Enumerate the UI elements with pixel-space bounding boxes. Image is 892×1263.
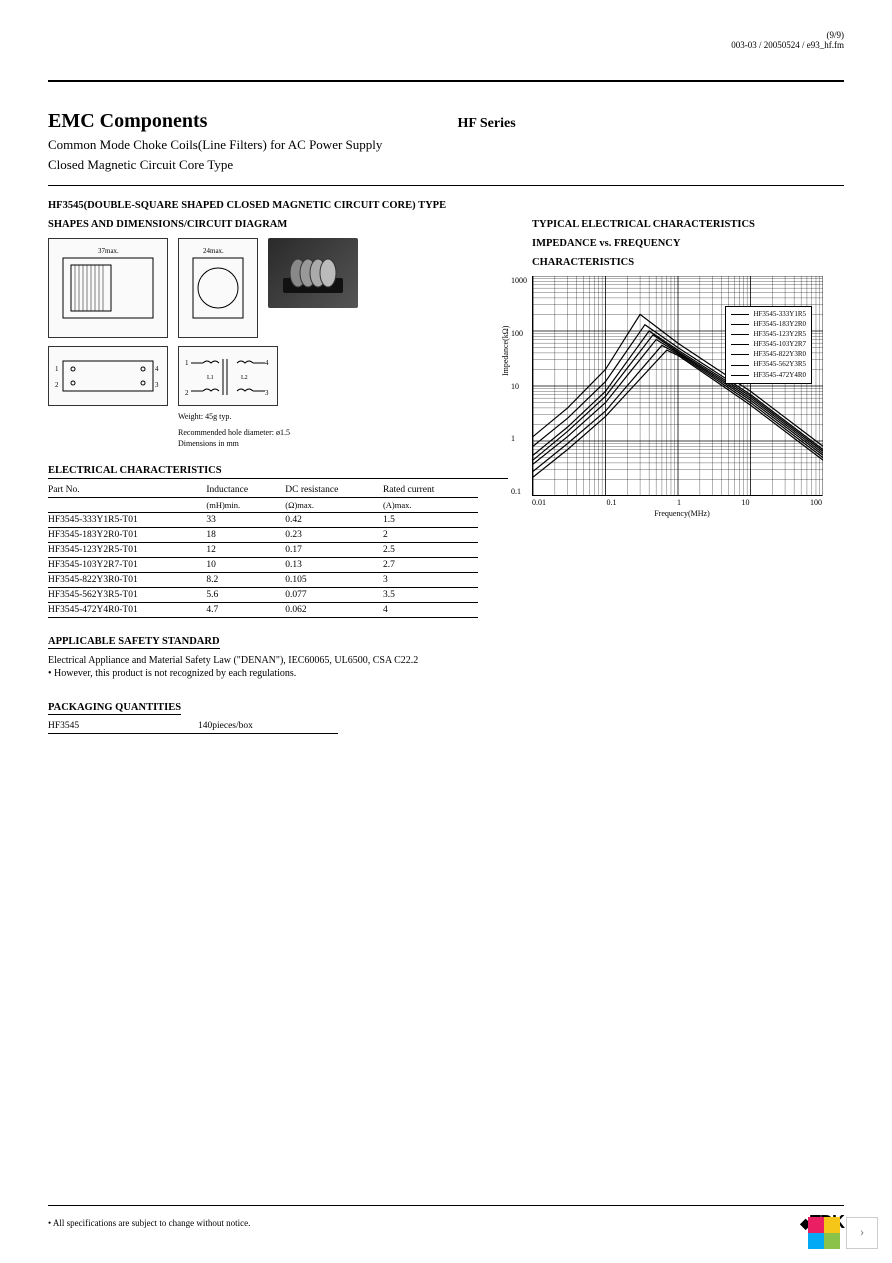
impedance-graph: 10001001010.1 Impedance(kΩ) HF3545-333Y1…	[532, 276, 822, 496]
section-rule	[48, 185, 844, 186]
dimension-notes: Weight: 45g typ. Recommended hole diamet…	[178, 412, 508, 449]
legend-item: HF3545-562Y3R5	[731, 360, 806, 369]
etable-heading: ELECTRICAL CHARACTERISTICS	[48, 465, 508, 479]
legend-item: HF3545-183Y2R0	[731, 320, 806, 329]
nav-home-icon[interactable]	[808, 1217, 840, 1249]
product-photo	[268, 238, 358, 308]
svg-text:L1: L1	[207, 375, 214, 381]
safety-text-2: • However, this product is not recognize…	[48, 668, 508, 679]
graph-heading-1: TYPICAL ELECTRICAL CHARACTERISTICS	[532, 219, 832, 230]
svg-text:4: 4	[155, 365, 159, 373]
legend-item: HF3545-822Y3R0	[731, 350, 806, 359]
svg-text:L2: L2	[241, 375, 248, 381]
svg-text:24max.: 24max.	[203, 247, 224, 255]
packaging-heading: PACKAGING QUANTITIES	[48, 702, 181, 715]
hole-note: Recommended hole diameter: ø1.5	[178, 428, 508, 438]
subtitle-2: Closed Magnetic Circuit Core Type	[48, 157, 844, 173]
doc-id: 003-03 / 20050524 / e93_hf.fm	[731, 40, 844, 50]
legend-item: HF3545-472Y4R0	[731, 371, 806, 380]
dimension-drawing-bottom: 1 2 4 3	[48, 346, 168, 406]
col-subheader: (Ω)max.	[285, 498, 383, 513]
col-header: DC resistance	[285, 483, 383, 498]
weight-note: Weight: 45g typ.	[178, 412, 508, 422]
dim-unit-note: Dimensions in mm	[178, 439, 508, 449]
svg-text:4: 4	[265, 359, 269, 367]
col-header: Part No.	[48, 483, 206, 498]
graph-heading-3: CHARACTERISTICS	[532, 257, 832, 268]
col-subheader	[48, 498, 206, 513]
footer: • All specifications are subject to chan…	[48, 1205, 844, 1233]
dimension-drawing-side: 24max.	[178, 238, 258, 338]
svg-text:2: 2	[185, 389, 189, 397]
table-row: HF3545-333Y1R5-T01330.421.5	[48, 513, 478, 528]
col-subheader: (mH)min.	[206, 498, 285, 513]
y-ticks: 10001001010.1	[511, 276, 527, 496]
table-row: HF3545-183Y2R0-T01180.232	[48, 528, 478, 543]
x-ticks: 0.010.1110100	[532, 498, 822, 507]
doc-meta: (9/9) 003-03 / 20050524 / e93_hf.fm	[731, 30, 844, 50]
series-label: HF Series	[457, 116, 515, 132]
shapes-heading: SHAPES AND DIMENSIONS/CIRCUIT DIAGRAM	[48, 219, 508, 230]
table-row: HF3545-822Y3R0-T018.20.1053	[48, 573, 478, 588]
footer-note: • All specifications are subject to chan…	[48, 1218, 250, 1228]
subtitle-1: Common Mode Choke Coils(Line Filters) fo…	[48, 137, 844, 153]
x-axis-label: Frequency(MHz)	[532, 509, 832, 518]
electrical-table: Part No.InductanceDC resistanceRated cur…	[48, 483, 478, 618]
table-row: HF3545-103Y2R7-T01100.132.7	[48, 558, 478, 573]
safety-heading: APPLICABLE SAFETY STANDARD	[48, 636, 220, 649]
packaging-model: HF3545	[48, 721, 198, 731]
type-heading: HF3545(DOUBLE-SQUARE SHAPED CLOSED MAGNE…	[48, 200, 844, 211]
legend-item: HF3545-103Y2R7	[731, 340, 806, 349]
y-axis-label: Impedance(kΩ)	[501, 326, 510, 376]
nav-next-button[interactable]: ›	[846, 1217, 878, 1249]
legend-item: HF3545-333Y1R5	[731, 310, 806, 319]
legend-item: HF3545-123Y2R5	[731, 330, 806, 339]
col-subheader: (A)max.	[383, 498, 478, 513]
safety-text-1: Electrical Appliance and Material Safety…	[48, 655, 508, 666]
packaging-row: HF3545 140pieces/box	[48, 719, 338, 734]
graph-heading-2: IMPEDANCE vs. FREQUENCY	[532, 238, 832, 249]
table-row: HF3545-562Y3R5-T015.60.0773.5	[48, 588, 478, 603]
col-header: Inductance	[206, 483, 285, 498]
svg-text:1: 1	[185, 359, 189, 367]
svg-text:1: 1	[55, 365, 59, 373]
table-row: HF3545-123Y2R5-T01120.172.5	[48, 543, 478, 558]
svg-text:3: 3	[155, 381, 159, 389]
table-row: HF3545-472Y4R0-T014.70.0624	[48, 603, 478, 618]
top-rule	[48, 80, 844, 82]
svg-text:2: 2	[55, 381, 59, 389]
dimension-drawing-top: 37max.	[48, 238, 168, 338]
circuit-diagram: 1 2 4 3 L1	[178, 346, 278, 406]
svg-text:37max.: 37max.	[98, 247, 119, 255]
page-number: (9/9)	[731, 30, 844, 40]
page-title: EMC Components	[48, 110, 207, 133]
svg-text:3: 3	[265, 389, 269, 397]
col-header: Rated current	[383, 483, 478, 498]
graph-legend: HF3545-333Y1R5HF3545-183Y2R0HF3545-123Y2…	[725, 306, 812, 384]
packaging-qty: 140pieces/box	[198, 721, 253, 731]
